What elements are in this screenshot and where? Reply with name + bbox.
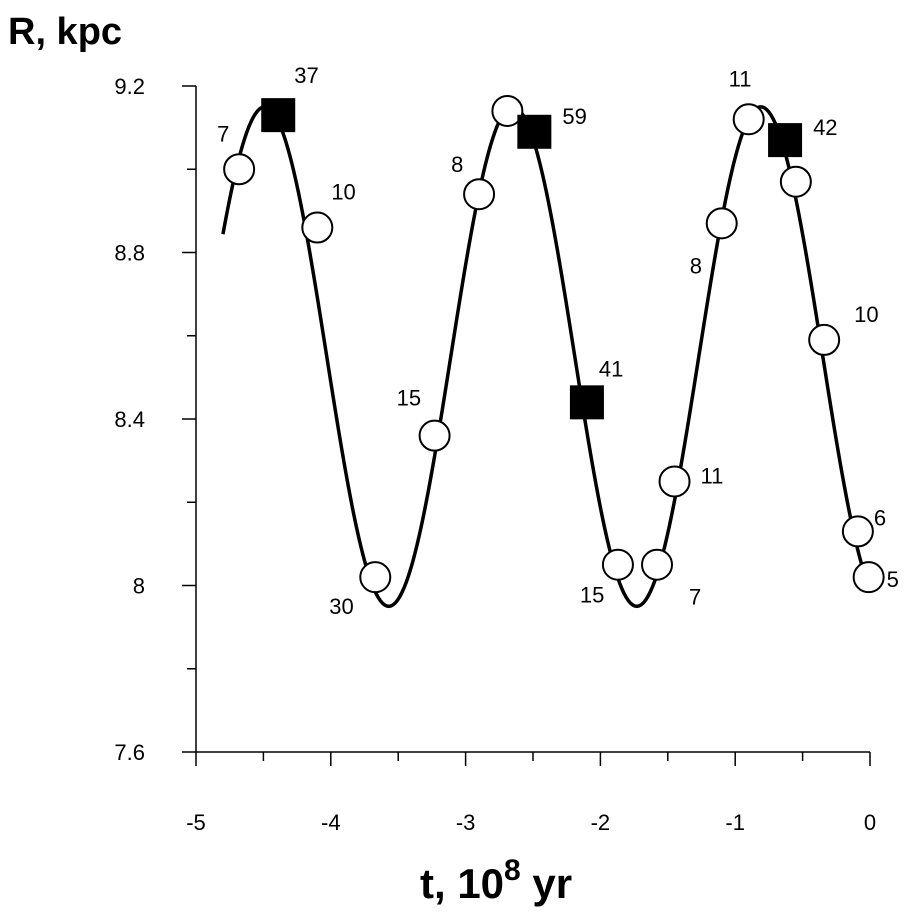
open-circle-marker: [705, 207, 738, 240]
x-axis-title-exponent: 8: [504, 854, 521, 887]
open-circle-marker: [491, 94, 524, 127]
open-circle-marker: [418, 419, 451, 452]
x-tick-label: -1: [725, 810, 745, 835]
x-tick-label: -3: [456, 810, 476, 835]
circle-point-label: 6: [874, 505, 886, 530]
circle-point-label: 5: [887, 567, 899, 592]
x-tick-label: -4: [321, 810, 341, 835]
square-point-label: 37: [294, 63, 318, 88]
circle-point-label: 11: [701, 463, 724, 488]
circle-point-label: 8: [451, 152, 463, 177]
x-tick-label: -5: [186, 810, 206, 835]
open-circle-marker: [301, 211, 334, 244]
open-circle-marker: [732, 103, 765, 136]
circle-point-label: 30: [329, 594, 353, 619]
x-axis-title: t, 108 yr: [420, 854, 572, 907]
filled-square-marker: [768, 123, 803, 158]
open-circle-marker: [658, 465, 691, 498]
y-tick-label: 9.2: [114, 74, 145, 99]
open-circle-marker: [779, 165, 812, 198]
open-circle-marker: [463, 178, 496, 211]
ticks: [182, 85, 871, 766]
fit-curve: [221, 105, 872, 609]
y-tick-label: 8.8: [114, 241, 145, 266]
open-circle-marker: [852, 561, 885, 594]
circle-point-label: 11: [729, 66, 752, 91]
open-circle-marker: [641, 548, 674, 581]
y-tick-label: 8: [133, 574, 145, 599]
open-circle-marker: [601, 548, 634, 581]
circle-point-label: 7: [689, 585, 701, 610]
circle-point-label: 8: [690, 253, 702, 278]
open-circle-marker: [841, 515, 874, 548]
y-tick-label: 8.4: [114, 407, 145, 432]
square-point-label: 42: [813, 115, 837, 140]
open-circle-marker: [808, 323, 841, 356]
open-circle-marker: [223, 153, 256, 186]
circle-point-label: 10: [854, 302, 878, 327]
y-tick-label: 7.6: [114, 740, 145, 765]
point-labels: 7 10 30 15 8 15 7 11 8 11 10 6 5 37 59 41 42: [217, 63, 899, 619]
circle-point-label: 15: [397, 386, 421, 411]
circle-point-label: 10: [331, 180, 355, 205]
x-axis-title-suffix: yr: [521, 860, 572, 907]
markers: [223, 94, 885, 594]
y-axis-title: R, kpc: [8, 11, 122, 53]
filled-square-marker: [569, 385, 604, 420]
x-tick-label: -2: [591, 810, 611, 835]
circle-point-label: 15: [580, 583, 604, 608]
filled-square-marker: [261, 98, 296, 133]
square-point-label: 59: [562, 104, 586, 129]
x-axis-title-prefix: t, 10: [420, 860, 504, 907]
circle-point-label: 7: [217, 121, 229, 146]
square-point-label: 41: [599, 356, 623, 381]
x-tick-label: 0: [864, 810, 876, 835]
open-circle-marker: [359, 561, 392, 594]
tick-labels: -5 -4 -3 -2 -1 0 7.6 8 8.4 8.8 9.2: [114, 74, 876, 835]
filled-square-marker: [517, 114, 552, 149]
